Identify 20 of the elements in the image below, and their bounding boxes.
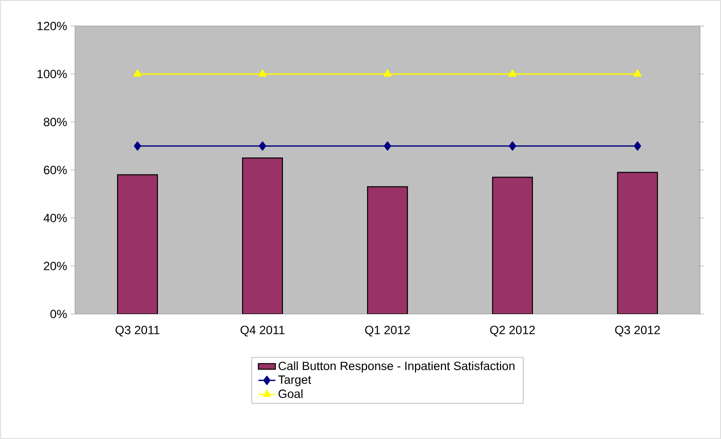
y-tick-label: 80% — [44, 118, 67, 126]
y-tick-label: 20% — [44, 262, 67, 270]
x-tick-label: Q2 2012 — [490, 326, 535, 336]
bar — [367, 186, 408, 314]
bar — [617, 172, 658, 314]
x-tick-label: Q4 2011 — [240, 326, 284, 336]
x-tick-label: Q1 2012 — [365, 326, 410, 336]
bar — [117, 174, 158, 314]
legend-label: Call Button Response - Inpatient Satisfaction — [278, 361, 514, 373]
y-tick-label: 100% — [38, 70, 67, 78]
y-tick-label: 40% — [44, 214, 67, 222]
y-tick-label: 0% — [50, 310, 67, 318]
legend-label: Goal — [278, 389, 302, 398]
bar — [492, 176, 533, 314]
legend-label: Target — [278, 376, 312, 386]
x-tick-label: Q3 2011 — [116, 326, 160, 336]
y-tick-label: 120% — [38, 22, 67, 30]
y-tick-label: 60% — [44, 166, 67, 174]
x-tick-label: Q3 2012 — [615, 326, 660, 336]
bar — [242, 157, 283, 314]
